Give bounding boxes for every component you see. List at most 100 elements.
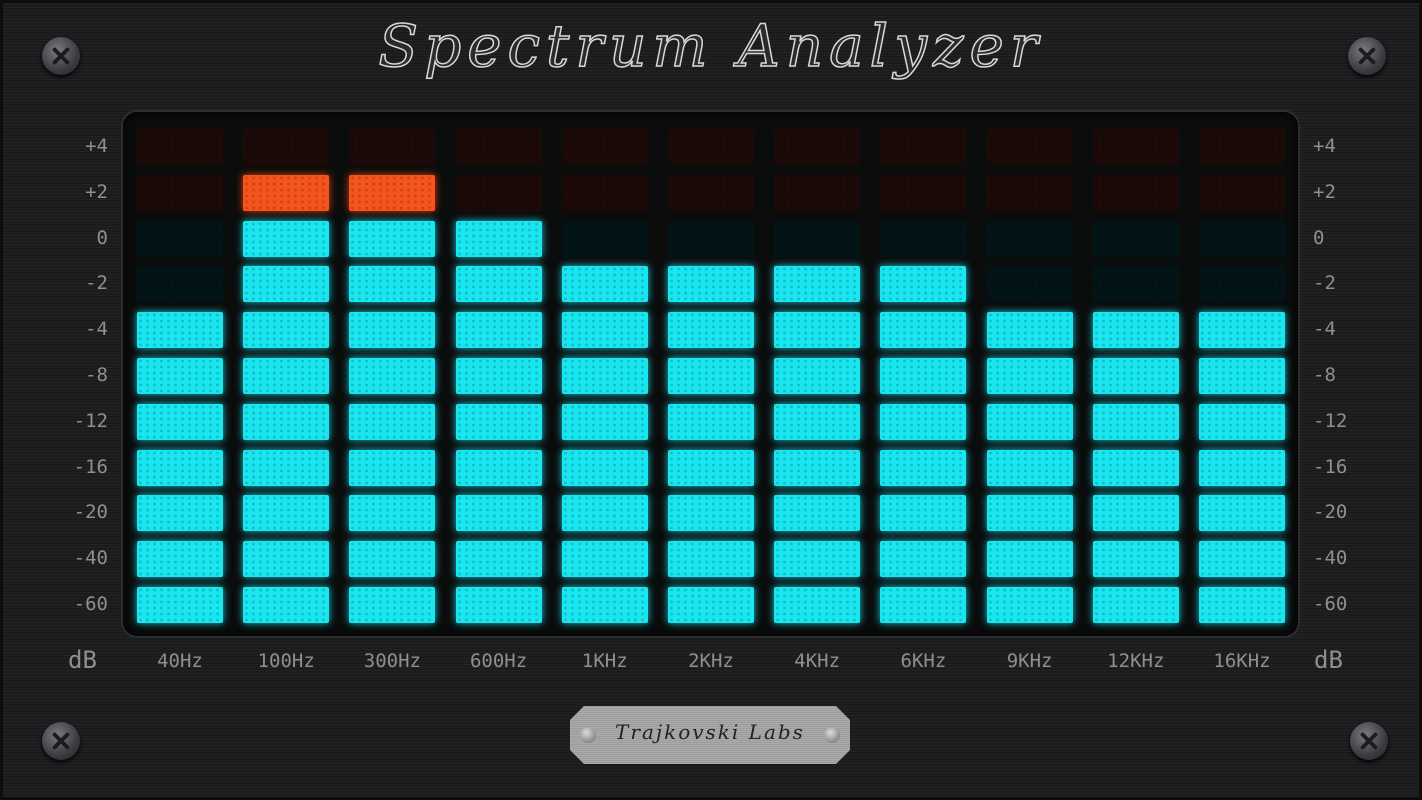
meter-segment-lit — [561, 266, 648, 303]
meter-segment-lit — [561, 495, 648, 532]
meter-segment-unlit — [1199, 174, 1285, 211]
db-scale-label-right: -16 — [1313, 455, 1348, 478]
db-scale-label-left: -60 — [73, 593, 108, 615]
meter-segment-lit — [561, 358, 648, 394]
meter-segment-unlit — [1092, 129, 1179, 165]
meter-segment-unlit — [668, 220, 754, 257]
meter-segment-lit — [668, 266, 754, 303]
db-scale-label-left: -40 — [73, 547, 108, 570]
meter-segment-lit — [986, 312, 1073, 349]
meter-segment-unlit — [1199, 129, 1285, 165]
db-scale-label-left: -8 — [85, 364, 108, 386]
meter-segment-lit — [455, 495, 542, 532]
frequency-label: 1KHz — [581, 650, 628, 672]
meter-segment-lit — [1092, 449, 1179, 486]
meter-segment-lit — [1199, 495, 1285, 532]
screw-icon — [1348, 37, 1386, 75]
meter-segment-lit — [1199, 587, 1285, 623]
meter-segment-lit — [455, 587, 542, 623]
meter-segment-lit — [986, 449, 1073, 486]
meter-segment-lit — [243, 587, 330, 623]
frequency-label: 12KHz — [1107, 650, 1165, 672]
db-scale-label-right: -20 — [1313, 501, 1348, 524]
meter-segment-lit — [243, 312, 330, 349]
meter-segment-lit — [668, 587, 754, 623]
meter-segment-lit — [137, 403, 223, 440]
meter-segment-lit — [986, 587, 1073, 623]
meter-segment-lit — [1199, 541, 1285, 578]
meter-segment-unlit — [1199, 266, 1285, 303]
meter-segment-lit — [880, 449, 967, 486]
db-scale-label-right: -12 — [1313, 409, 1348, 432]
meter-segment-lit — [243, 174, 330, 211]
meter-segment-lit — [986, 495, 1073, 532]
meter-segment-lit — [561, 312, 648, 349]
meter-segment-lit — [1092, 495, 1179, 532]
meter-segment-lit — [774, 266, 861, 303]
meter-segment-lit — [243, 266, 330, 303]
meter-segment-unlit — [1092, 174, 1179, 211]
meter-segment-lit — [349, 358, 436, 394]
meter-segment-unlit — [986, 174, 1073, 211]
frequency-label: 600Hz — [469, 650, 528, 672]
meter-segment-unlit — [774, 220, 861, 257]
db-scale-label-left: +2 — [85, 180, 108, 203]
meter-segment-lit — [1092, 312, 1179, 349]
meter-segment-lit — [880, 358, 967, 394]
frequency-label: 6KHz — [900, 650, 947, 672]
frequency-label: 16KHz — [1213, 650, 1271, 672]
meter-segment-unlit — [349, 129, 436, 165]
db-scale-label-right: -8 — [1313, 364, 1336, 386]
meter-segment-lit — [986, 403, 1073, 440]
meter-segment-lit — [1199, 358, 1285, 394]
meter-segment-lit — [349, 312, 436, 349]
meter-segment-lit — [1199, 449, 1285, 486]
meter-segment-unlit — [137, 129, 223, 165]
db-scale-label-left: -4 — [85, 318, 108, 341]
meter-segment-lit — [349, 495, 436, 532]
meter-segment-lit — [243, 449, 330, 486]
meter-segment-lit — [349, 587, 436, 623]
meter-segment-unlit — [137, 174, 223, 211]
meter-segment-unlit — [880, 129, 967, 165]
meter-segment-lit — [774, 495, 861, 532]
meter-segment-lit — [561, 449, 648, 486]
frequency-label: 9KHz — [1006, 650, 1053, 672]
brand-nameplate: Trajkovski Labs — [570, 706, 850, 764]
meter-segment-lit — [774, 541, 861, 578]
meter-segment-unlit — [668, 174, 754, 211]
frequency-label: 2KHz — [688, 650, 734, 672]
app-title: Spectrum Analyzer — [378, 11, 1044, 81]
frequency-label: 40Hz — [157, 650, 203, 672]
meter-segment-lit — [774, 449, 861, 486]
meter-segment-lit — [668, 541, 754, 578]
meter-segment-lit — [349, 174, 436, 211]
meter-panel — [123, 112, 1298, 636]
db-scale-label-right: +2 — [1313, 180, 1336, 203]
meter-segment-unlit — [137, 266, 223, 303]
meter-segment-unlit — [561, 220, 648, 257]
meter-segment-lit — [1092, 358, 1179, 394]
meter-segment-lit — [774, 312, 861, 349]
meter-segment-lit — [986, 541, 1073, 578]
meter-segment-lit — [137, 312, 223, 349]
meter-segment-lit — [137, 587, 223, 623]
meter-segment-lit — [986, 358, 1073, 394]
meter-segment-lit — [1092, 587, 1179, 623]
db-scale-label-right: -4 — [1313, 318, 1336, 341]
meter-segment-lit — [1199, 403, 1285, 440]
db-scale-label-left: -16 — [73, 455, 108, 478]
meter-segment-unlit — [986, 129, 1073, 165]
meter-segment-lit — [455, 312, 542, 349]
screw-icon — [1350, 722, 1388, 760]
meter-segment-unlit — [986, 266, 1073, 303]
meter-segment-lit — [137, 358, 223, 394]
screw-icon — [824, 727, 840, 743]
db-scale-label-left: +4 — [85, 135, 108, 157]
meter-segment-lit — [455, 449, 542, 486]
screw-icon — [42, 37, 80, 75]
meter-segment-unlit — [986, 220, 1073, 257]
frequency-label: 100Hz — [257, 650, 315, 672]
meter-segment-lit — [880, 541, 967, 578]
db-scale-label-left: -20 — [73, 501, 108, 524]
